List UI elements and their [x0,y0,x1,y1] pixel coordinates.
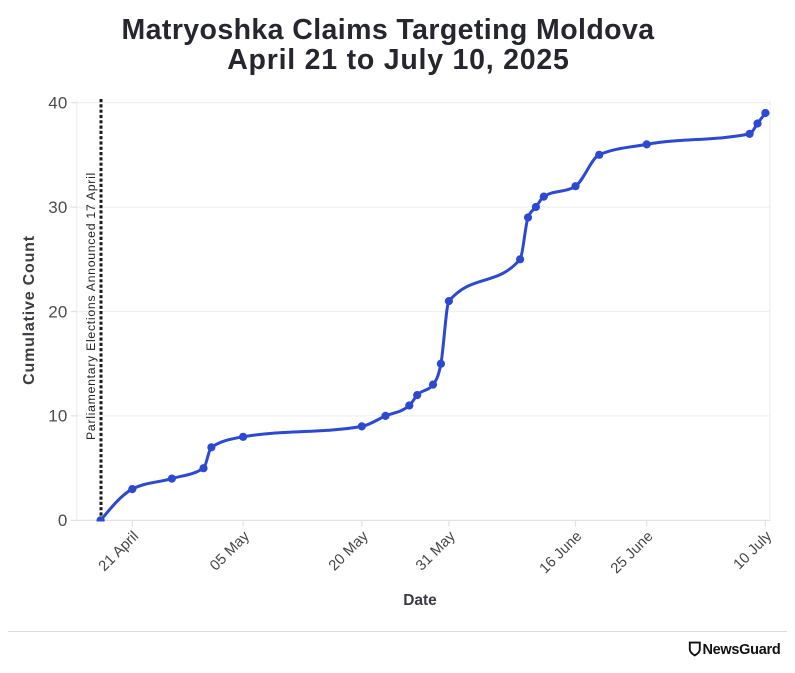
svg-text:Parliamentary Elections Announ: Parliamentary Elections Announced 17 Apr… [84,172,98,440]
svg-text:Date: Date [403,592,437,609]
svg-text:April 21 to July 10, 2025: April 21 to July 10, 2025 [227,44,569,76]
svg-text:0: 0 [58,511,68,530]
svg-text:20: 20 [48,302,67,321]
svg-text:NewsGuard: NewsGuard [703,642,781,658]
svg-text:Matryoshka Claims Targeting Mo: Matryoshka Claims Targeting Moldova [122,14,656,46]
svg-text:40: 40 [48,93,67,112]
svg-text:Cumulative Count: Cumulative Count [21,235,38,385]
svg-text:30: 30 [48,198,67,217]
svg-text:10: 10 [48,407,67,426]
